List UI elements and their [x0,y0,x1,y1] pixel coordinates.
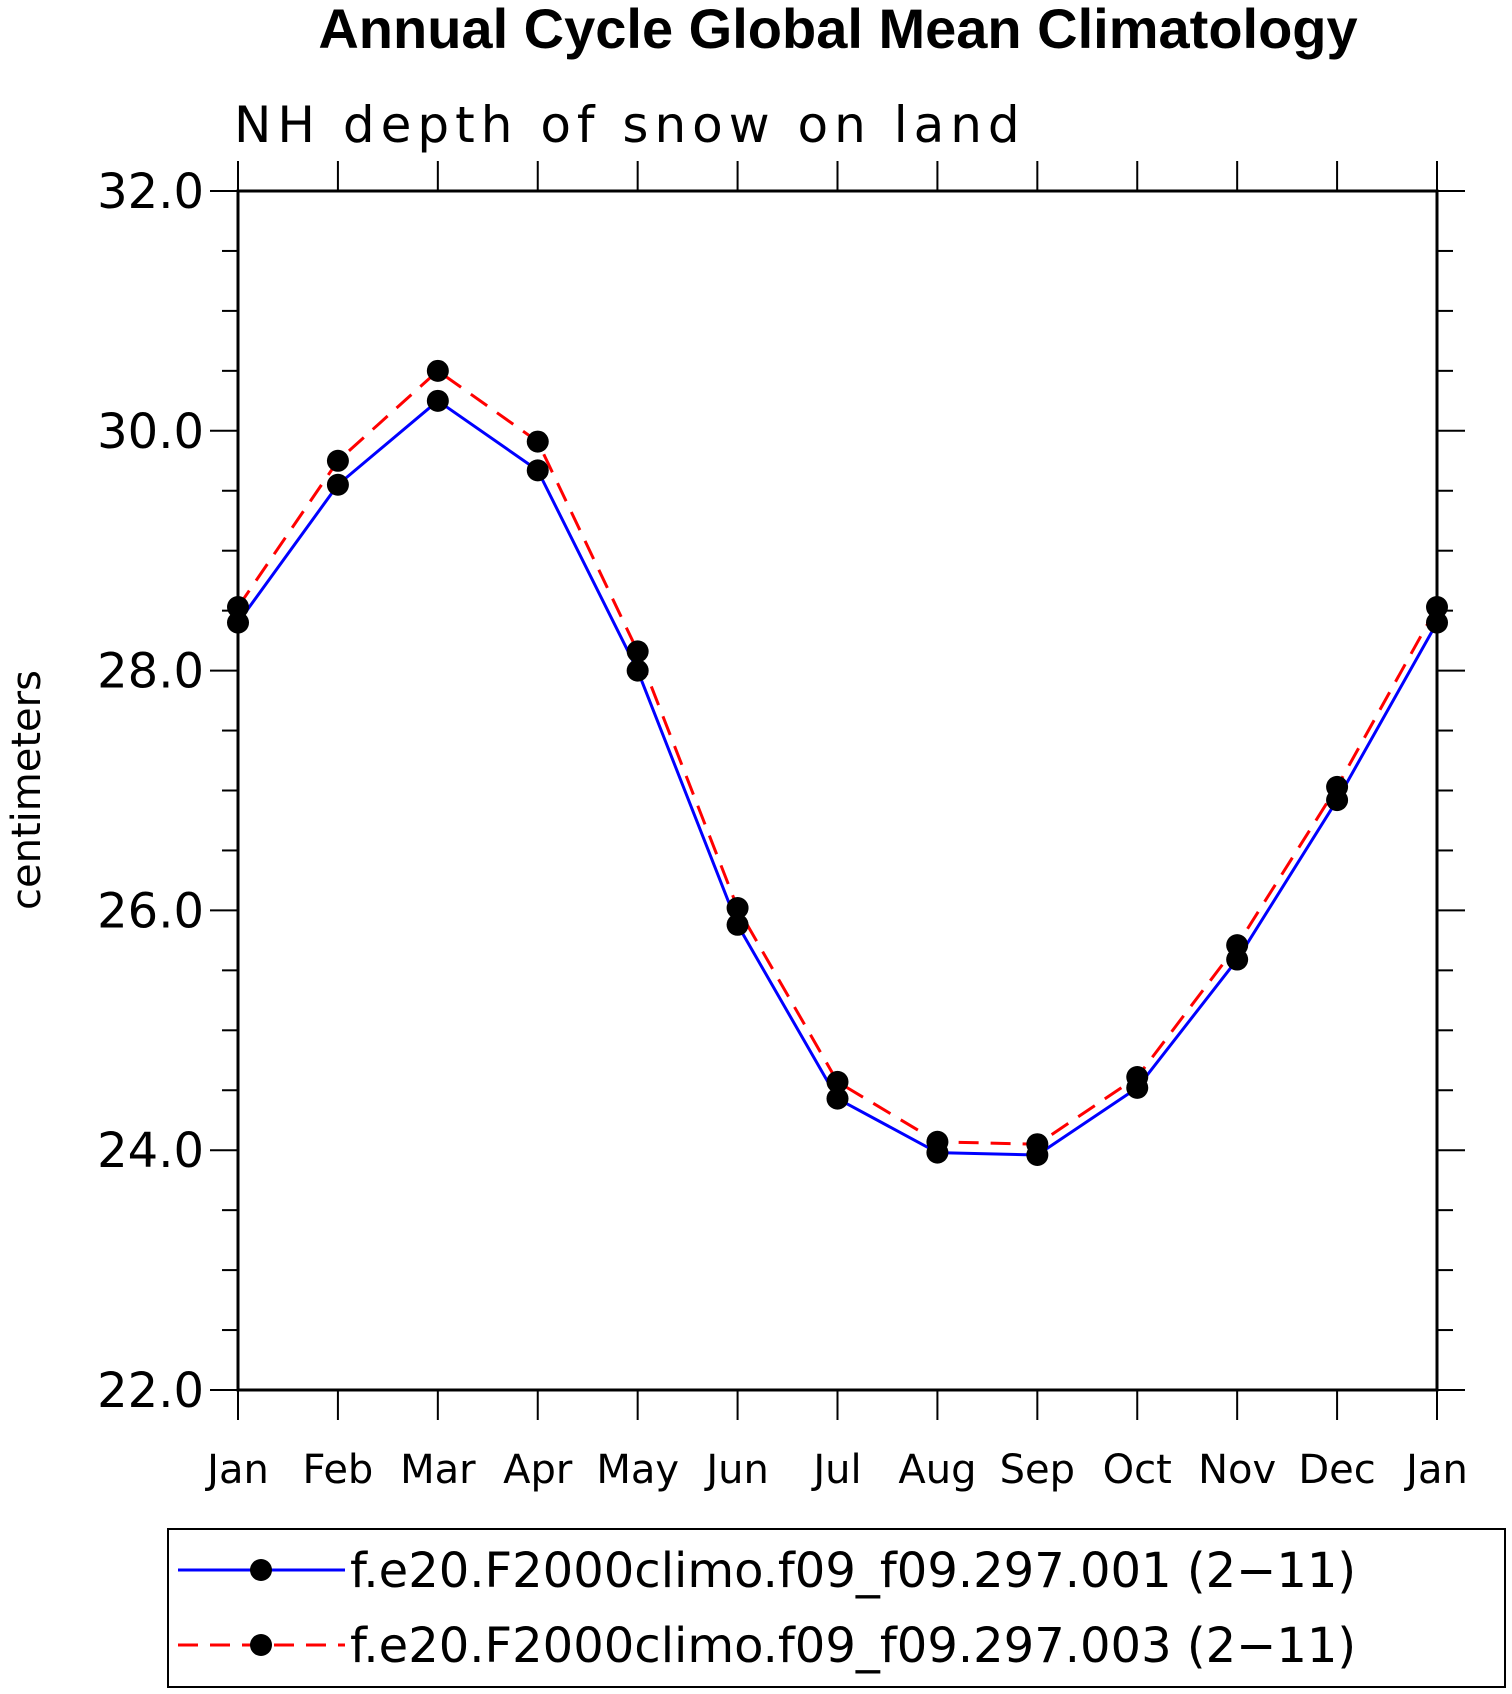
data-point-series-1 [227,611,249,634]
chart-subtitle: NH depth of snow on land [234,96,1026,154]
x-tick-label: Mar [400,1447,476,1493]
x-tick-label: Jan [204,1447,269,1493]
data-point-series-1 [326,473,349,496]
data-point-series-2 [227,596,249,619]
legend-entry-2: f.e20.F2000climo.f09_f09.297.003 (2−11) [178,1618,1356,1674]
data-point-series-2 [726,897,749,920]
y-tick-label: 32.0 [97,164,204,220]
data-point-series-1 [526,459,549,482]
series-line-1 [236,399,1439,1157]
chart-title: Annual Cycle Global Mean Climatology [318,0,1357,60]
x-tick-label: Jul [810,1447,861,1493]
data-point-series-2 [1326,775,1349,798]
y-axis-label: centimeters [4,670,50,910]
x-tick-label: Aug [898,1447,976,1493]
data-point-series-1 [826,1087,849,1110]
legend-marker-1 [250,1559,272,1581]
x-tick-label: Jan [1403,1447,1468,1493]
axis-ticks [210,161,1465,1420]
y-tick-label: 22.0 [97,1363,204,1419]
x-tick-label: Oct [1103,1447,1172,1493]
data-point-series-2 [826,1070,849,1093]
x-tick-label: Sep [1000,1447,1075,1493]
plot-frame [236,189,1439,1392]
y-tick-label: 28.0 [97,644,204,700]
y-tick-labels: 22.0 24.0 26.0 28.0 30.0 32.0 [97,164,204,1419]
data-point-series-1 [426,389,449,412]
x-tick-label: Apr [503,1447,573,1493]
x-tick-labels: Jan Feb Mar Apr May Jun Jul Aug Sep Oct Nov Dec Jan [204,1447,1468,1493]
legend-box [167,1528,1506,1688]
data-point-series-2 [326,449,349,472]
data-point-series-1 [1426,611,1448,634]
x-tick-label: Jun [703,1447,769,1493]
x-tick-label: Dec [1298,1447,1375,1493]
y-tick-label: 26.0 [97,883,204,939]
legend-entry-1: f.e20.F2000climo.f09_f09.297.001 (2−11) [178,1543,1356,1599]
x-tick-label: Nov [1198,1447,1276,1493]
x-tick-label: May [596,1447,679,1493]
series-line-2 [236,369,1439,1146]
y-tick-label: 30.0 [97,404,204,460]
data-point-series-1 [626,659,649,682]
data-point-series-2 [1026,1133,1049,1156]
data-point-series-2 [1426,596,1448,619]
legend-label-2: f.e20.F2000climo.f09_f09.297.003 (2−11) [350,1618,1356,1674]
data-point-series-2 [526,430,549,453]
legend-marker-2 [250,1634,272,1656]
data-point-series-2 [426,359,449,382]
series-layer [227,359,1448,1166]
data-point-series-2 [926,1130,949,1153]
data-point-series-1 [726,913,749,936]
y-tick-label: 24.0 [97,1123,204,1179]
data-point-series-2 [1126,1066,1149,1089]
data-point-series-2 [1226,934,1249,957]
x-tick-label: Feb [303,1447,374,1493]
data-point-series-2 [626,640,649,663]
legend-label-1: f.e20.F2000climo.f09_f09.297.001 (2−11) [350,1543,1356,1599]
